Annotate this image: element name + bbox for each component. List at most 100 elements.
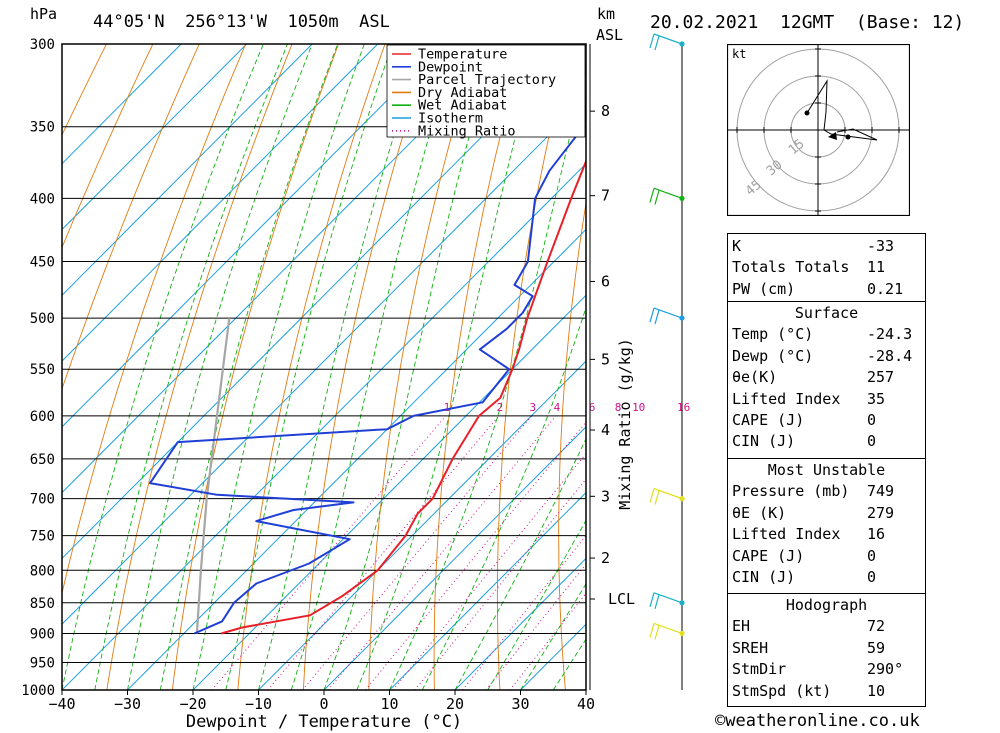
pressure-label: 300 (30, 37, 55, 53)
x-tick-label: 0 (319, 695, 328, 713)
surface-value: 0 (867, 411, 877, 430)
pressure-label: 550 (30, 362, 55, 378)
wet-adiabat-line (94, 44, 288, 690)
mixing-ratio-label: 16 (677, 401, 690, 414)
wind-barb-flag (654, 490, 660, 505)
dry-adiabat-line (676, 44, 701, 690)
surface-value: 0 (867, 432, 877, 451)
wet-adiabat-line (258, 44, 424, 690)
surface-label: CAPE (J) (732, 411, 805, 430)
x-tick-label: 30 (511, 695, 529, 713)
k-index-label: K (732, 237, 742, 255)
wind-barb-shaft (653, 33, 683, 45)
legend-label: Isotherm (418, 111, 483, 127)
isotherm-line (62, 44, 182, 165)
mixing-ratio-axis-label: Mixing Ratio (g/kg) (616, 338, 634, 510)
legend-label: Dry Adiabat (418, 85, 507, 101)
hodograph-stat-label: StmSpd (kt) (732, 681, 832, 700)
hodograph-stat-label: StmDir (732, 660, 787, 679)
pressure-label: 350 (30, 120, 55, 136)
most-unstable-label: θE (K) (732, 503, 787, 522)
hodograph-stat-label: EH (732, 617, 751, 636)
surface-row: CIN (J) 0 (728, 431, 925, 452)
pressure-label: 450 (30, 255, 55, 271)
dry-adiabat-line (62, 44, 200, 391)
wind-barb-flag (654, 190, 660, 205)
most-unstable-value: 749 (867, 482, 895, 501)
surface-value: 35 (867, 389, 886, 408)
temperature-line (220, 158, 586, 635)
mixing-ratio-label: 10 (632, 401, 645, 414)
hodograph-stat-value: 290° (867, 660, 904, 679)
index-panel: K -33 Totals Totals 11 PW (cm) 0.21 Surface… (727, 233, 926, 707)
wind-barb-flag (654, 625, 660, 640)
hodograph-table: Hodograph EH 72 SREH 59 StmDir 290° StmSpd (kt… (727, 594, 926, 707)
mixing-ratio-line (365, 421, 586, 690)
legend-label: Wet Adiabat (418, 98, 507, 114)
mixing-ratio-line (267, 415, 500, 690)
pressure-label: 600 (30, 409, 55, 425)
most-unstable-title: Most Unstable (767, 461, 886, 479)
wind-barb-flag (649, 592, 655, 607)
wind-barb-flag (649, 307, 655, 323)
mixing-ratio-label: 2 (497, 401, 504, 414)
wind-barb-flag (654, 35, 660, 51)
datetime-title: 20.02.2021 12GMT (Base: 12) (650, 12, 965, 33)
copyright-footer: ©weatheronline.co.uk (715, 711, 920, 731)
location-title: 44°05'N 256°13'W 1050m ASL (93, 12, 390, 32)
x-tick-label: −10 (245, 695, 272, 713)
wind-barb-flag (654, 594, 660, 609)
wind-barb-flag (649, 623, 655, 638)
most-unstable-label: Pressure (mb) (732, 482, 850, 501)
pressure-label: 500 (30, 311, 55, 327)
wet-adiabat-line (127, 44, 313, 690)
dry-adiabat-line (171, 44, 339, 690)
storm-motion-icon (828, 132, 837, 140)
surface-table: Surface Temp (°C) -24.3 Dewp (°C) -28.4 θe(K… (727, 302, 926, 459)
asl-label: ASL (596, 26, 624, 44)
mixing-ratio-label: 6 (589, 401, 596, 414)
wet-adiabat-line (323, 44, 496, 690)
surface-value: -24.3 (867, 325, 913, 344)
mixing-ratio-line (211, 415, 447, 690)
legend-label: Dewpoint (418, 59, 483, 75)
surface-label: Lifted Index (732, 389, 841, 408)
hodograph-stat-value: 10 (867, 681, 886, 700)
x-tick-label: −40 (48, 695, 75, 713)
hodograph-stat-row: StmSpd (kt) 10 (728, 681, 925, 702)
most-unstable-label: CAPE (J) (732, 546, 805, 565)
km-tick-label: 4 (601, 421, 610, 439)
surface-row: Lifted Index 35 (728, 389, 925, 410)
surface-row: CAPE (J) 0 (728, 410, 925, 431)
isotherm-line (62, 44, 313, 297)
surface-title: Surface (794, 304, 859, 322)
hodo-trace (806, 79, 878, 141)
hodograph-stat-row: StmDir 290° (728, 659, 925, 680)
dewpoint-line (149, 98, 586, 635)
isotherm-line (62, 44, 444, 428)
wet-adiabat-line (487, 519, 586, 690)
x-tick-label: 10 (380, 695, 398, 713)
hodograph-stat-row: EH 72 (728, 616, 925, 637)
x-tick-label: −30 (114, 695, 141, 713)
most-unstable-label: Lifted Index (732, 525, 841, 544)
hodograph-stat-value: 59 (867, 638, 886, 657)
most-unstable-row: Lifted Index 16 (728, 524, 925, 545)
wet-adiabat-line (62, 44, 264, 690)
wind-barb-flag (654, 309, 660, 325)
wind-barb-flag (649, 488, 655, 503)
hodograph: kt 15 30 45 (727, 44, 910, 216)
hpa-label: hPa (30, 5, 58, 23)
pressure-label: 900 (30, 626, 55, 642)
wind-barb-shaft (653, 307, 683, 319)
isotherm-line (62, 44, 379, 362)
surface-row: Temp (°C) -24.3 (728, 324, 925, 345)
wind-barb-flag (649, 188, 655, 203)
wet-adiabat-line (421, 306, 586, 690)
pressure-label: 950 (30, 655, 55, 671)
pressure-label: 400 (30, 191, 55, 207)
surface-label: CIN (J) (732, 432, 796, 451)
isotherm-line (62, 97, 586, 625)
mixing-ratio-line (485, 563, 586, 690)
legend-label: Temperature (418, 47, 507, 63)
